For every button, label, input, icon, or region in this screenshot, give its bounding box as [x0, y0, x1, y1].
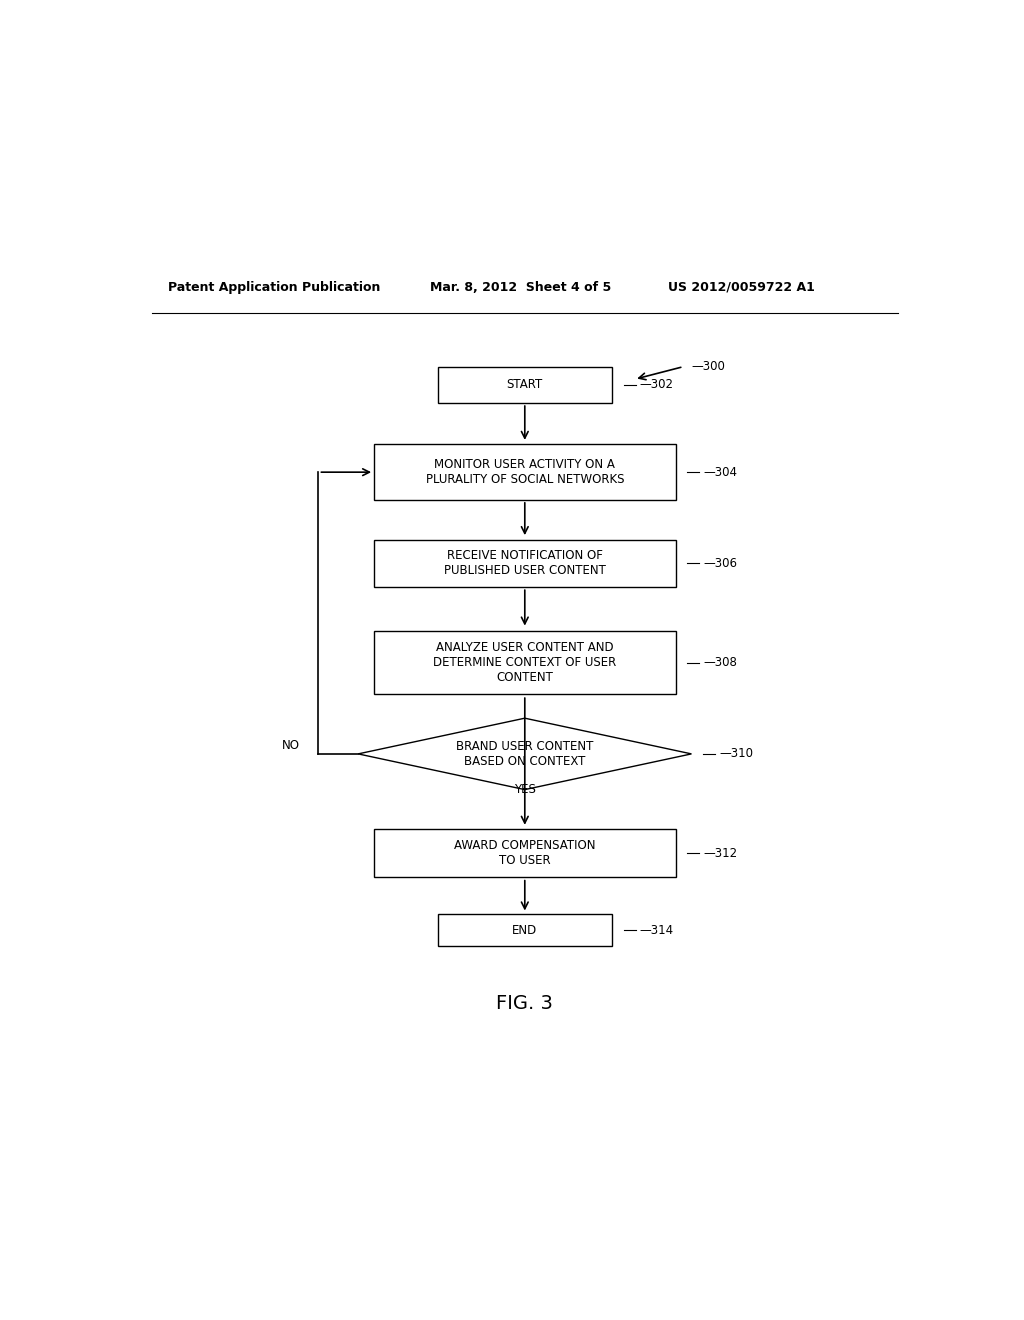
FancyBboxPatch shape [374, 540, 676, 587]
Text: RECEIVE NOTIFICATION OF
PUBLISHED USER CONTENT: RECEIVE NOTIFICATION OF PUBLISHED USER C… [443, 549, 606, 577]
Text: END: END [512, 924, 538, 937]
FancyBboxPatch shape [374, 445, 676, 500]
Text: —312: —312 [703, 846, 737, 859]
Text: Patent Application Publication: Patent Application Publication [168, 281, 380, 294]
Text: —306: —306 [703, 557, 737, 570]
Text: START: START [507, 379, 543, 391]
Text: —304: —304 [703, 466, 737, 479]
Polygon shape [358, 718, 691, 789]
Text: ANALYZE USER CONTENT AND
DETERMINE CONTEXT OF USER
CONTENT: ANALYZE USER CONTENT AND DETERMINE CONTE… [433, 642, 616, 684]
FancyBboxPatch shape [437, 367, 612, 403]
Text: FIG. 3: FIG. 3 [497, 994, 553, 1014]
Text: Mar. 8, 2012  Sheet 4 of 5: Mar. 8, 2012 Sheet 4 of 5 [430, 281, 611, 294]
FancyBboxPatch shape [437, 915, 612, 946]
Text: —302: —302 [640, 379, 674, 391]
Text: BRAND USER CONTENT
BASED ON CONTEXT: BRAND USER CONTENT BASED ON CONTEXT [456, 741, 594, 768]
Text: YES: YES [514, 783, 536, 796]
Text: US 2012/0059722 A1: US 2012/0059722 A1 [668, 281, 814, 294]
Text: —314: —314 [640, 924, 674, 937]
Text: NO: NO [282, 739, 300, 752]
Text: —310: —310 [719, 747, 754, 760]
FancyBboxPatch shape [374, 829, 676, 876]
FancyBboxPatch shape [374, 631, 676, 694]
Text: AWARD COMPENSATION
TO USER: AWARD COMPENSATION TO USER [454, 840, 596, 867]
Text: MONITOR USER ACTIVITY ON A
PLURALITY OF SOCIAL NETWORKS: MONITOR USER ACTIVITY ON A PLURALITY OF … [426, 458, 624, 486]
Text: —300: —300 [691, 360, 725, 374]
Text: —308: —308 [703, 656, 737, 669]
